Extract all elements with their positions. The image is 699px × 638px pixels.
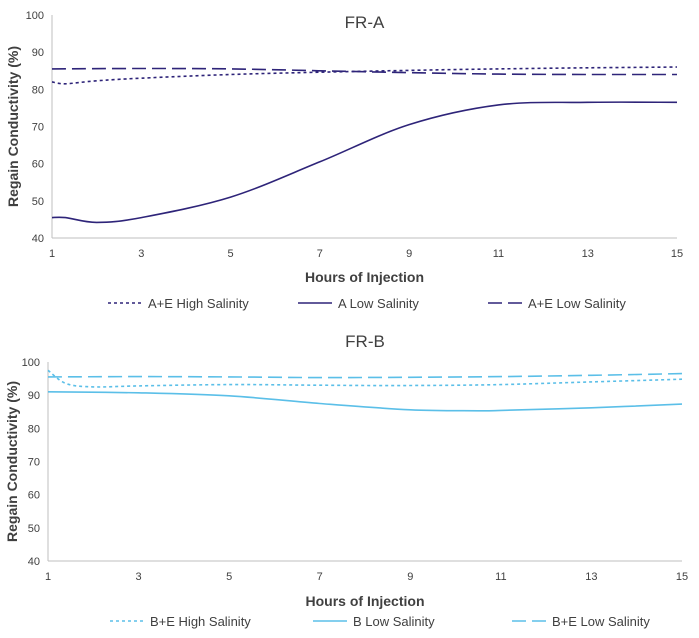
fr-b-x-tick-label: 3 bbox=[136, 571, 142, 583]
fr-b-legend-label-2: B Low Salinity bbox=[353, 614, 435, 629]
fr-b-x-axis-label: Hours of Injection bbox=[306, 593, 425, 609]
fr-a-x-tick-label: 13 bbox=[582, 248, 594, 260]
fr-a-legend-label-2: A Low Salinity bbox=[338, 296, 419, 311]
fr-b-legend-label-3: B+E Low Salinity bbox=[552, 614, 650, 629]
fr-a-y-tick-label: 70 bbox=[32, 122, 44, 134]
fr-b-x-tick-label: 11 bbox=[495, 571, 506, 583]
fr-b-legend-label-1: B+E High Salinity bbox=[150, 614, 251, 629]
fr-b-series-line-3 bbox=[47, 372, 683, 379]
fr-b-x-tick-label: 13 bbox=[585, 571, 597, 583]
fr-b-series-line-2 bbox=[47, 391, 683, 412]
fr-a-x-tick-label: 1 bbox=[49, 248, 55, 260]
fr-b-y-tick-label: 50 bbox=[28, 523, 40, 535]
fr-b-x-tick-label: 9 bbox=[407, 571, 413, 583]
fr-a-legend-label-3: A+E Low Salinity bbox=[528, 296, 626, 311]
fr-a-y-tick-label: 90 bbox=[32, 47, 44, 59]
fr-b-y-tick-label: 90 bbox=[28, 390, 40, 402]
fr-a-series-line-1 bbox=[51, 66, 678, 85]
fr-a-y-tick-label: 60 bbox=[32, 159, 44, 171]
chart-fr-a: FR-A 40 50 60 70 80 90 100 1 3 5 7 9 11 13 15 Hours of I… bbox=[5, 10, 683, 311]
fr-b-x-tick-label: 15 bbox=[676, 571, 688, 583]
fr-b-y-tick-label: 80 bbox=[28, 423, 40, 435]
fr-a-x-tick-label: 3 bbox=[138, 248, 144, 260]
fr-a-y-tick-label: 80 bbox=[32, 84, 44, 96]
fr-b-y-tick-label: 60 bbox=[28, 490, 40, 502]
fr-b-x-tick-label: 1 bbox=[45, 571, 51, 583]
fr-a-x-tick-label: 5 bbox=[228, 248, 234, 260]
chart-fr-b: FR-B 40 50 60 70 80 90 100 1 3 5 7 9 11 13 15 Hours of I… bbox=[0, 322, 699, 638]
fr-a-x-tick-label: 9 bbox=[406, 248, 412, 260]
fr-b-y-tick-label: 40 bbox=[28, 556, 40, 568]
fr-a-x-tick-label: 15 bbox=[671, 248, 683, 260]
fr-a-y-tick-label: 100 bbox=[26, 10, 44, 22]
fr-a-y-tick-label: 40 bbox=[32, 233, 44, 245]
fr-a-x-tick-label: 7 bbox=[317, 248, 323, 260]
fr-a-y-axis-label: Regain Conductivity (%) bbox=[5, 46, 21, 207]
fr-a-series-line-2 bbox=[51, 101, 678, 224]
fr-b-y-tick-label: 100 bbox=[22, 357, 40, 369]
fr-b-y-axis-label: Regain Conductivity (%) bbox=[4, 381, 20, 542]
fr-b-series-line-1 bbox=[47, 369, 683, 388]
fr-b-x-tick-label: 7 bbox=[317, 571, 323, 583]
fr-a-x-axis-label: Hours of Injection bbox=[305, 269, 424, 285]
fr-a-legend-label-1: A+E High Salinity bbox=[148, 296, 249, 311]
fr-b-y-tick-label: 70 bbox=[28, 457, 40, 469]
fr-a-series-line-3 bbox=[51, 67, 677, 76]
fr-a-x-tick-label: 11 bbox=[493, 248, 504, 260]
fr-a-y-tick-label: 50 bbox=[32, 196, 44, 208]
fr-b-title: FR-B bbox=[345, 332, 385, 351]
fr-a-title: FR-A bbox=[345, 13, 385, 32]
fr-b-x-tick-label: 5 bbox=[226, 571, 232, 583]
